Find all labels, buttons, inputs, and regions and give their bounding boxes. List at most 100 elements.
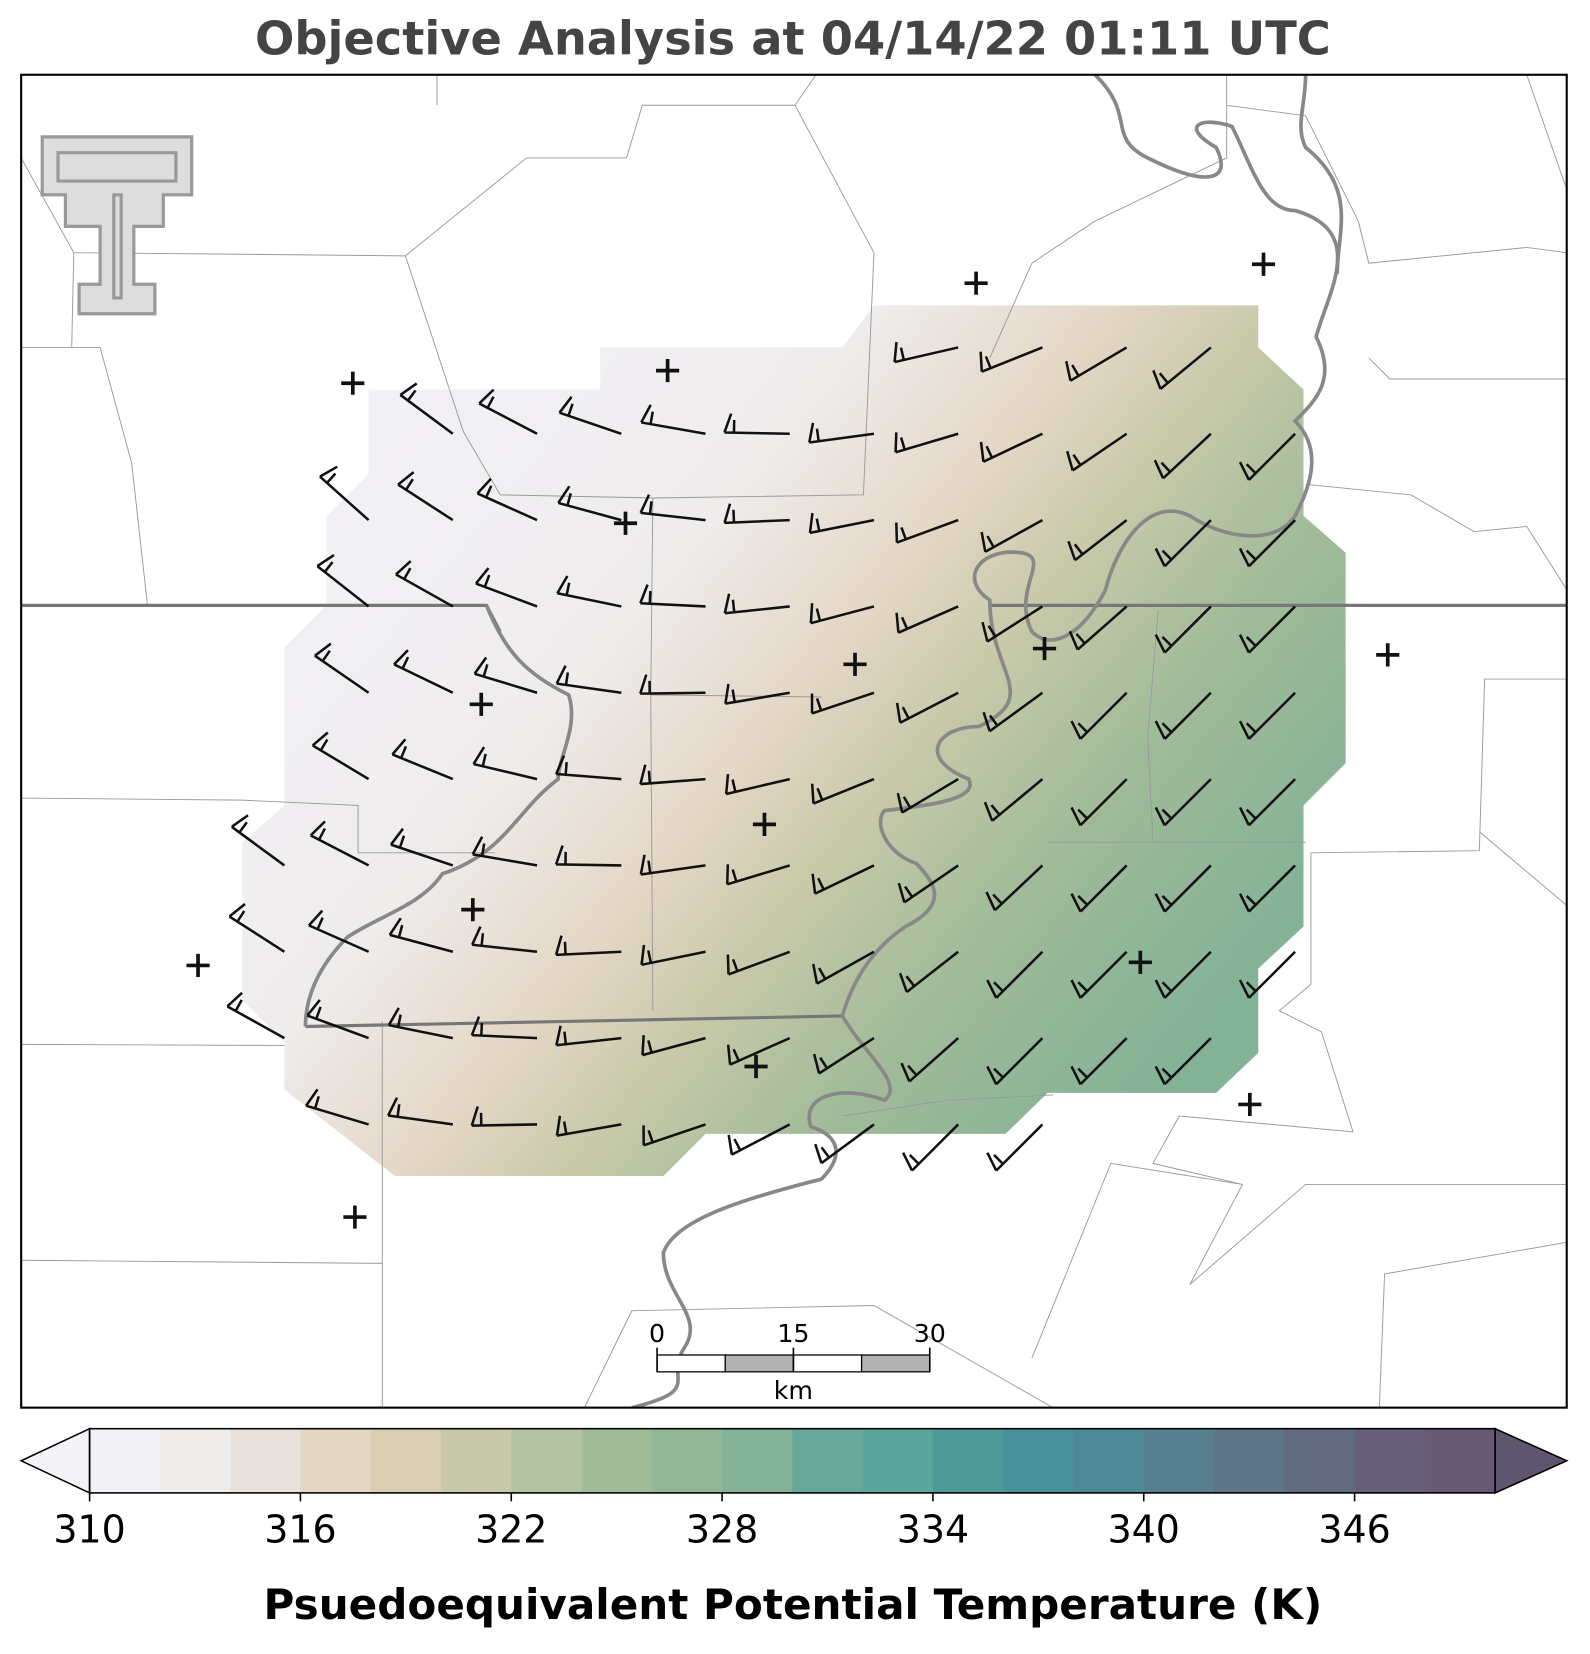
colorbar-bin (1284, 1428, 1356, 1493)
colorbar-bin (1143, 1428, 1215, 1493)
colorbar-bin (300, 1428, 372, 1493)
colorbar-bin (159, 1428, 231, 1493)
wind-barb (1153, 432, 1212, 480)
wind-barb (393, 649, 454, 694)
wind-barb (811, 864, 875, 895)
wind-barb (1070, 691, 1128, 740)
wind-barb (1154, 691, 1212, 740)
wind-barb (555, 755, 622, 781)
wind-barb (812, 1037, 875, 1075)
wind-barb (640, 944, 706, 967)
title: Objective Analysis at 04/14/22 01:11 UTC (255, 12, 1331, 66)
wind-barb (986, 1037, 1044, 1086)
station-marker (843, 652, 867, 676)
wind-barb (979, 432, 1043, 463)
station-marker (1128, 950, 1152, 974)
river (1299, 74, 1344, 274)
wind-barb (1152, 346, 1212, 390)
analysis-field (242, 305, 1346, 1177)
wind-barb (391, 738, 454, 781)
colorbar-bin (230, 1428, 301, 1493)
wind-barb (895, 691, 959, 724)
wind-barb (1238, 778, 1296, 827)
wind-barb (639, 494, 706, 522)
wind-barb (897, 864, 959, 904)
station-marker (1238, 1092, 1262, 1117)
wind-barb (640, 404, 706, 436)
wind-barb (725, 864, 791, 886)
wind-barb (1068, 605, 1128, 651)
colorbar-bin (792, 1428, 864, 1493)
wind-barb (554, 935, 622, 957)
colorbar-over (1494, 1427, 1569, 1495)
station-marker (469, 692, 493, 716)
wind-barb (1238, 432, 1296, 481)
station-marker (461, 898, 485, 922)
wind-barb (1238, 519, 1296, 568)
wind-barb (395, 560, 454, 608)
wind-barb (471, 836, 538, 867)
wind-barb (1070, 778, 1128, 827)
wind-barb (639, 584, 706, 608)
colorbar-bin (511, 1428, 583, 1493)
colorbar-bin (89, 1428, 161, 1493)
wind-barb (399, 382, 454, 435)
wind-barb (981, 605, 1044, 643)
scale-segment (860, 1354, 931, 1373)
wind-barb (894, 432, 959, 454)
wind-barb (1238, 605, 1296, 654)
wind-barb (470, 1106, 538, 1127)
map (21, 74, 1567, 1408)
colorbar-tick-label: 322 (475, 1507, 547, 1551)
wind-barb (478, 388, 538, 435)
wind-barb (319, 465, 370, 522)
colorbar-tick-label: 316 (264, 1507, 336, 1551)
station-marker (613, 511, 638, 535)
scale-bar: 0 15 30 km (649, 1319, 946, 1405)
wind-barb (228, 902, 286, 953)
wind-barb (983, 778, 1044, 822)
wind-barb (555, 665, 622, 695)
colorbar-tick-label: 328 (686, 1507, 758, 1551)
wind-barb (1067, 519, 1128, 562)
scale-segment (656, 1354, 726, 1373)
wind-barb (558, 396, 622, 435)
scale-label: 0 (649, 1319, 665, 1348)
wind-barb (986, 1123, 1044, 1172)
county-lines (21, 74, 1567, 1408)
wind-barb (724, 773, 791, 796)
colorbar-bin (581, 1428, 653, 1493)
scale-unit: km (774, 1376, 813, 1405)
wind-barb (473, 656, 538, 694)
colorbar-bin (1073, 1428, 1145, 1493)
wind-barb (316, 554, 370, 608)
wind-barb (387, 1097, 454, 1126)
wind-barb (809, 603, 875, 625)
wind-barb (472, 746, 538, 781)
wind-barb (307, 909, 370, 953)
colorbar-bin (651, 1428, 723, 1493)
station-marker (964, 271, 988, 295)
scale-segment (724, 1354, 795, 1373)
colorbar-tick-label: 310 (53, 1507, 125, 1551)
colorbar-bin (370, 1428, 442, 1493)
wind-barb (1065, 346, 1128, 382)
scale-label: 15 (777, 1319, 809, 1348)
river (631, 74, 1340, 1408)
wind-barb (470, 1016, 538, 1040)
wind-barb (641, 1035, 706, 1057)
wind-barb (723, 413, 790, 436)
wind-barb (900, 1037, 960, 1083)
wind-barb (986, 950, 1044, 999)
wind-barb (1238, 950, 1296, 999)
wind-barb (306, 999, 370, 1040)
colorbar-bin (1424, 1428, 1496, 1493)
wind-barb (1154, 519, 1212, 568)
station-marker (1032, 636, 1057, 661)
colorbar-bin (1214, 1428, 1285, 1493)
colorbar-bin (1003, 1428, 1075, 1493)
colorbar-bin (440, 1428, 512, 1493)
wind-barb (893, 342, 959, 364)
wind-barb (226, 991, 285, 1040)
wind-barb (397, 471, 454, 522)
